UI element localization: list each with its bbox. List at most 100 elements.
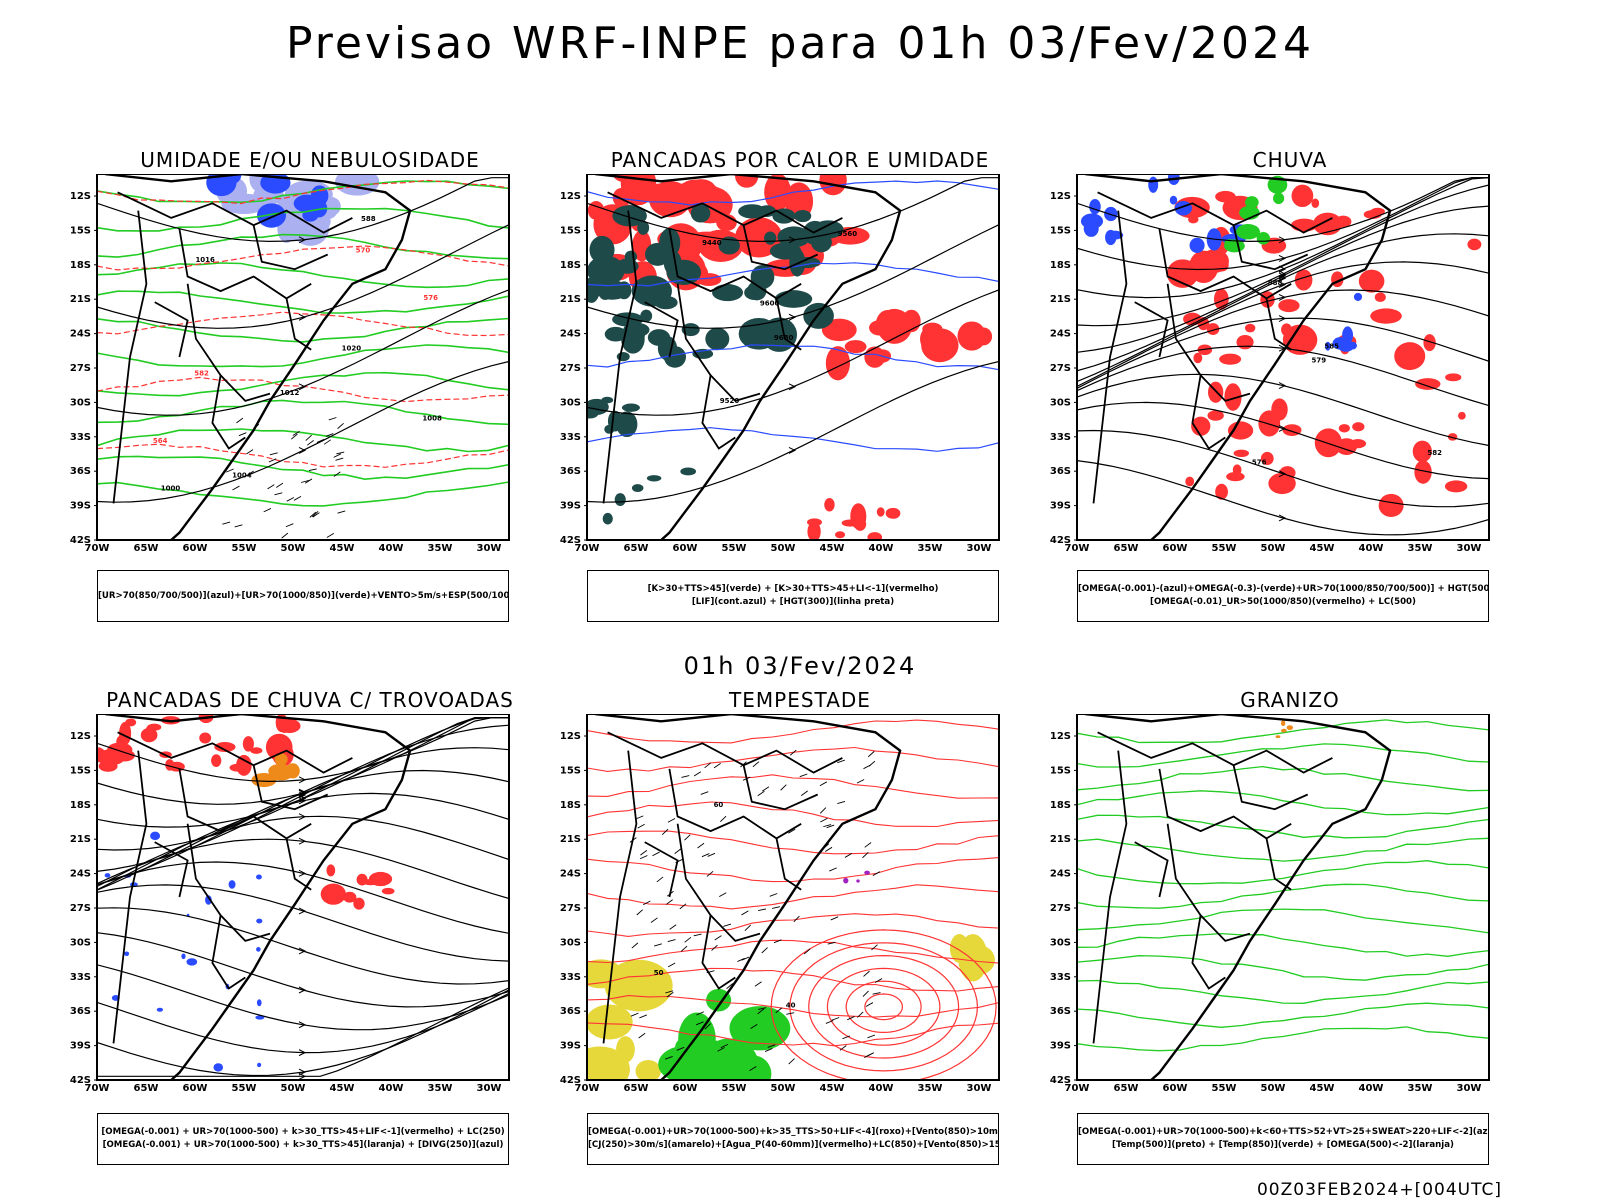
contour-label: 585 — [1324, 343, 1339, 351]
country-border — [211, 915, 246, 990]
orange-area — [269, 764, 294, 781]
rain-area — [1291, 218, 1318, 232]
lon-tick-label: 45W — [330, 543, 355, 554]
legend-line: [LIF](cont.azul) + [HGT(300)](linha pret… — [691, 597, 895, 607]
wind-vector — [837, 759, 845, 764]
coastline — [1085, 174, 1392, 540]
streamline-arrow — [1278, 293, 1287, 301]
isobar — [97, 224, 509, 329]
instability-red — [764, 174, 791, 211]
wind-vector — [772, 906, 781, 909]
instability-green — [621, 403, 640, 412]
lon-tick-label: 45W — [330, 1083, 355, 1094]
pw-contour — [587, 1022, 999, 1047]
pw-contour — [587, 995, 999, 1018]
wind-vector — [292, 430, 300, 436]
lat-tick-label: 15S — [1050, 225, 1071, 236]
lat-tick-label: 39S — [1050, 501, 1071, 512]
hgt-contour — [1077, 177, 1489, 243]
hgt-contour — [587, 289, 999, 416]
instability-red — [824, 498, 835, 512]
instability-green — [690, 204, 711, 223]
lon-tick-label: 60W — [1163, 543, 1188, 554]
streamline-arrow — [788, 383, 797, 391]
divergence-area — [256, 999, 262, 1007]
country-border — [1134, 301, 1169, 358]
contour-label: 576 — [1252, 459, 1267, 467]
lon-tick-label: 45W — [820, 1083, 845, 1094]
streamline-arrow — [1278, 236, 1287, 244]
omega-area — [1280, 728, 1287, 733]
instability-green — [680, 467, 697, 476]
rain-area — [1291, 184, 1314, 208]
lon-tick-label: 45W — [1310, 543, 1335, 554]
wind-vector — [656, 876, 664, 883]
streamline-arrow — [298, 837, 307, 845]
wind-vector — [713, 762, 721, 769]
lon-tick-label: 35W — [918, 1083, 943, 1094]
humidity-contour — [97, 290, 509, 314]
rain-area — [1415, 378, 1441, 390]
streamline-arrow — [298, 1072, 307, 1080]
instability-red — [825, 346, 851, 381]
lat-tick-label: 30S — [560, 937, 581, 948]
wind-vector — [839, 1045, 847, 1051]
lon-tick-label: 70W — [1065, 543, 1090, 554]
rain-area — [1260, 451, 1274, 466]
lat-tick-label: 24S — [70, 869, 91, 880]
wind-vector — [752, 761, 760, 768]
wind-vector — [333, 453, 342, 458]
streamline-arrow — [298, 869, 307, 877]
legend-umidade: [UR>70(850/700/500)](azul)+[UR>70(1000/8… — [97, 570, 509, 622]
wind-vector — [701, 853, 710, 858]
wind-vector — [665, 990, 674, 994]
legend-chuva: [OMEGA(-0.001)-(azul)+OMEGA(-0.3)-(verde… — [1077, 570, 1489, 622]
wind-vector — [246, 470, 254, 476]
lat-tick-label: 33S — [560, 432, 581, 443]
instability-red — [885, 507, 901, 519]
rain-area — [1244, 323, 1256, 333]
lon-tick-label: 50W — [1261, 543, 1286, 554]
legend-line: [OMEGA(-0.001)-(azul)+OMEGA(-0.3)-(verde… — [1078, 584, 1489, 594]
wind-vector — [306, 440, 314, 446]
omega-area — [1256, 231, 1271, 245]
wind-vector — [679, 903, 687, 910]
wind-vector — [837, 800, 846, 805]
instability-green — [746, 321, 757, 335]
lat-tick-label: 24S — [70, 329, 91, 340]
country-border — [1158, 768, 1292, 840]
wind-vector — [831, 1017, 840, 1021]
country-border — [676, 823, 761, 942]
country-border — [775, 298, 802, 351]
lon-tick-label: 55W — [1212, 543, 1237, 554]
panel-title: TEMPESTADE — [729, 688, 871, 712]
lon-tick-label: 65W — [624, 543, 649, 554]
country-border — [607, 191, 843, 234]
lon-tick-label: 60W — [183, 1083, 208, 1094]
lat-tick-label: 36S — [70, 1006, 91, 1017]
wind-vector — [829, 867, 837, 872]
lon-tick-label: 50W — [281, 543, 306, 554]
lat-tick-label: 42S — [560, 1075, 581, 1086]
divergence-area — [205, 895, 212, 905]
streamline — [97, 932, 509, 1008]
map-layers: 9680 9600 9520 9440 9560 — [587, 174, 999, 540]
rain-area — [1281, 323, 1292, 337]
lat-tick-label: 39S — [560, 501, 581, 512]
streamline — [97, 884, 509, 962]
country-border — [1232, 225, 1309, 271]
instability-red — [806, 518, 822, 527]
streamline — [97, 907, 509, 985]
hgt-contour — [587, 177, 999, 243]
wind-vector — [773, 939, 782, 944]
rain-area — [1444, 480, 1468, 493]
omega-area — [1353, 292, 1363, 301]
wind-vector — [720, 1043, 729, 1049]
contour-label: 579 — [1312, 356, 1327, 364]
contour-label: 50 — [654, 969, 664, 977]
legend-trovoadas: [OMEGA(-0.001) + UR>70(1000-500) + k>30_… — [97, 1113, 509, 1165]
lon-tick-label: 55W — [232, 543, 257, 554]
wind-vector — [681, 775, 690, 778]
